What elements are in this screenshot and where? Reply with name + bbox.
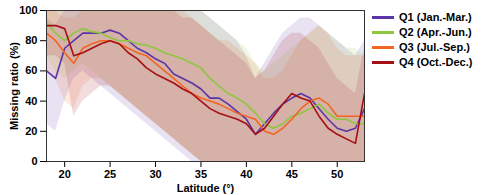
svg-text:60: 60 — [25, 64, 37, 76]
svg-text:Latitude (°): Latitude (°) — [177, 182, 235, 194]
svg-text:100: 100 — [19, 4, 37, 16]
svg-text:50: 50 — [331, 168, 343, 180]
svg-text:80: 80 — [25, 34, 37, 46]
svg-text:40: 40 — [240, 168, 252, 180]
html-text:Q3 (Jul.-Sep.): Q3 (Jul.-Sep.) — [399, 41, 470, 53]
svg-text:25: 25 — [104, 168, 116, 180]
html-text:Q1 (Jan.-Mar.): Q1 (Jan.-Mar.) — [399, 11, 472, 23]
svg-text:0: 0 — [31, 155, 37, 167]
svg-text:45: 45 — [286, 168, 298, 180]
svg-text:20: 20 — [25, 125, 37, 137]
svg-text:35: 35 — [195, 168, 207, 180]
svg-text:Missing ratio (%): Missing ratio (%) — [8, 42, 20, 130]
svg-text:30: 30 — [149, 168, 161, 180]
html-text:Q2 (Apr.-Jun.): Q2 (Apr.-Jun.) — [399, 26, 472, 38]
svg-text:20: 20 — [59, 168, 71, 180]
html-text:Q4 (Oct.-Dec.): Q4 (Oct.-Dec.) — [399, 56, 473, 68]
svg-text:40: 40 — [25, 95, 37, 107]
